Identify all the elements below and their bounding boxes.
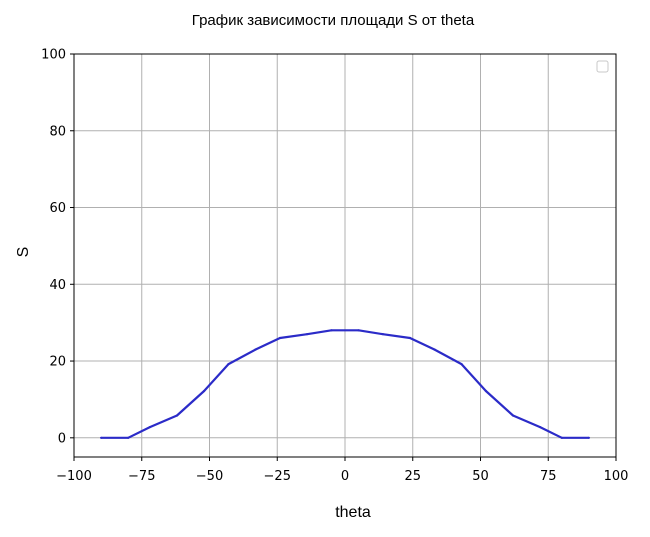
data-point bbox=[305, 333, 309, 336]
data-point bbox=[278, 336, 282, 340]
data-point bbox=[511, 414, 515, 417]
data-point bbox=[100, 436, 103, 439]
y-tick-label: 0 bbox=[58, 431, 66, 446]
axis-ticks: −100 −75 −50 −25 0 25 50 75 100 0 20 40 60 80 100 bbox=[41, 48, 628, 485]
data-point bbox=[357, 329, 360, 332]
series-line bbox=[101, 329, 589, 439]
grid bbox=[73, 53, 617, 457]
y-axis-label: S bbox=[15, 247, 32, 258]
data-point bbox=[381, 333, 385, 336]
x-tick-label: 75 bbox=[540, 469, 557, 484]
series-layer bbox=[100, 329, 591, 439]
x-tick-label: −25 bbox=[264, 469, 291, 484]
x-tick-label: −100 bbox=[56, 469, 92, 484]
x-tick-label: 25 bbox=[404, 469, 421, 484]
x-tick-label: 0 bbox=[341, 469, 349, 484]
data-point bbox=[148, 425, 151, 429]
data-point bbox=[202, 389, 206, 393]
data-point bbox=[433, 348, 436, 351]
x-tick-label: −75 bbox=[128, 469, 155, 484]
data-point bbox=[539, 425, 542, 429]
x-tick-label: −50 bbox=[196, 469, 223, 484]
data-point bbox=[560, 436, 563, 439]
data-point bbox=[587, 436, 591, 439]
data-point bbox=[460, 363, 463, 366]
data-point bbox=[127, 436, 130, 439]
data-point bbox=[408, 336, 412, 340]
data-point bbox=[227, 363, 230, 366]
y-tick-label: 80 bbox=[49, 124, 66, 139]
data-point bbox=[175, 414, 179, 417]
data-point bbox=[254, 348, 257, 351]
x-tick-label: 100 bbox=[604, 469, 629, 484]
y-tick-label: 60 bbox=[49, 201, 66, 216]
y-tick-label: 40 bbox=[49, 278, 66, 293]
y-tick-label: 20 bbox=[49, 355, 66, 370]
data-point bbox=[330, 329, 333, 332]
legend-box bbox=[596, 60, 609, 73]
x-tick-label: 50 bbox=[472, 469, 489, 484]
data-point bbox=[484, 389, 488, 393]
y-tick-label: 100 bbox=[41, 48, 66, 63]
chart-title: График зависимости площади S от theta bbox=[191, 12, 475, 29]
x-axis-label: theta bbox=[335, 504, 371, 521]
